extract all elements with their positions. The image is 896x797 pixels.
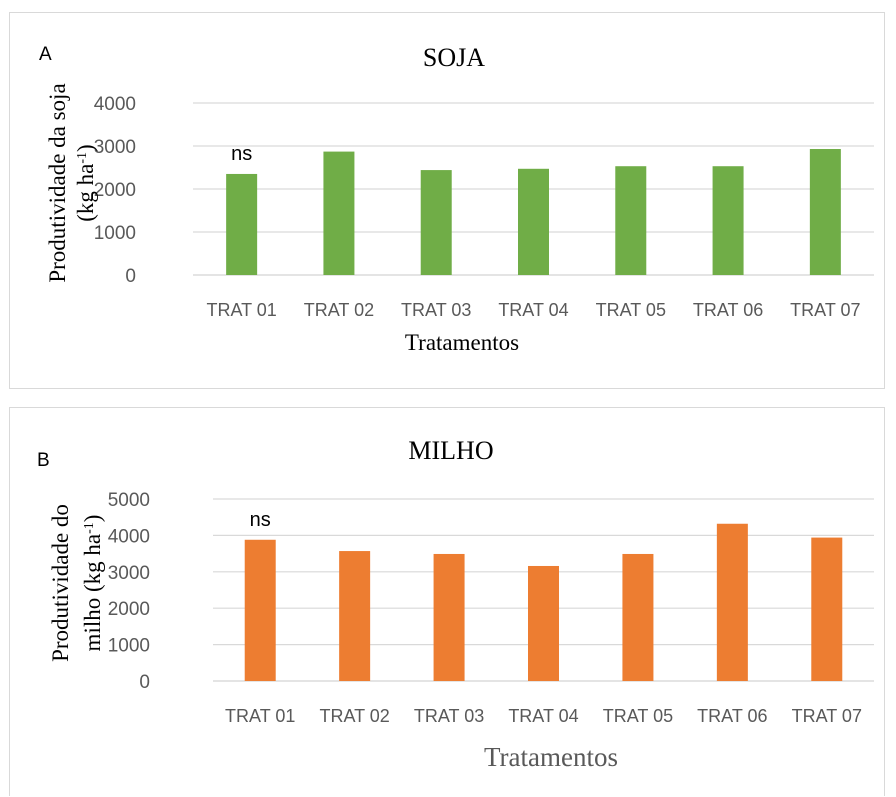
x-tick-label: TRAT 03 xyxy=(414,706,484,726)
x-tick-label: TRAT 01 xyxy=(206,300,276,320)
bar xyxy=(716,523,748,681)
y-tick-label: 3000 xyxy=(108,563,150,584)
x-tick-label: TRAT 03 xyxy=(401,300,471,320)
bar xyxy=(226,173,258,275)
y-tick-label: 1000 xyxy=(108,636,150,657)
y-tick-labels: 0 1000 2000 3000 4000 xyxy=(94,94,136,287)
bar xyxy=(339,551,371,681)
panel-label: A xyxy=(39,44,52,65)
chart-panel-milho: B MILHO 0 1000 2000 3000 4000 5000 TRAT 01 TRA… xyxy=(9,407,885,796)
x-tick-label: TRAT 04 xyxy=(508,706,578,726)
y-tick-labels: 0 1000 2000 3000 4000 5000 xyxy=(108,490,150,693)
x-tick-label: TRAT 07 xyxy=(790,300,860,320)
x-tick-label: TRAT 02 xyxy=(304,300,374,320)
chart-panel-soja: A SOJA 0 1000 2000 3000 4000 TRAT 01 TRAT 02 T… xyxy=(9,12,885,389)
x-tick-label: TRAT 01 xyxy=(225,706,295,726)
significance-annotation: ns xyxy=(231,143,252,165)
x-tick-label: TRAT 05 xyxy=(596,300,666,320)
panel-label: B xyxy=(37,450,50,471)
y-tick-label: 2000 xyxy=(94,180,136,201)
bar xyxy=(712,166,744,275)
x-tick-labels: TRAT 01 TRAT 02 TRAT 03 TRAT 04 TRAT 05 TRAT … xyxy=(206,300,860,320)
x-tick-label: TRAT 07 xyxy=(792,706,862,726)
chart-title: MILHO xyxy=(408,436,493,465)
y-tick-label: 0 xyxy=(125,266,136,287)
bar xyxy=(615,166,647,275)
y-tick-label: 4000 xyxy=(108,526,150,547)
bar xyxy=(433,553,465,681)
y-tick-label: 3000 xyxy=(94,137,136,158)
bars xyxy=(226,149,841,275)
y-tick-label: 5000 xyxy=(108,490,150,511)
y-axis-label: Produtividade da soja xyxy=(45,83,70,282)
x-tick-label: TRAT 02 xyxy=(319,706,389,726)
bar xyxy=(528,565,559,681)
y-axis-label-unit: milho (kg ha-1) xyxy=(80,515,105,652)
x-tick-label: TRAT 06 xyxy=(693,300,763,320)
y-tick-label: 1000 xyxy=(94,223,136,244)
y-axis-label-group: Produtividade da soja (kg ha-1) xyxy=(45,83,98,282)
y-axis-label: Produtividade do xyxy=(48,504,73,662)
bar xyxy=(323,151,355,275)
x-tick-labels: TRAT 01 TRAT 02 TRAT 03 TRAT 04 TRAT 05 TRAT … xyxy=(225,706,862,726)
y-axis-label-group: Produtividade do milho (kg ha-1) xyxy=(48,504,105,662)
y-tick-label: 2000 xyxy=(108,599,150,620)
x-axis-label: Tratamentos xyxy=(484,742,618,772)
bar xyxy=(811,537,843,681)
bar xyxy=(518,168,549,275)
bar xyxy=(244,539,276,681)
bar xyxy=(809,149,841,275)
y-axis-label-unit: (kg ha-1) xyxy=(73,144,98,221)
bars xyxy=(244,523,843,681)
x-tick-label: TRAT 06 xyxy=(697,706,767,726)
bar xyxy=(622,553,654,681)
x-axis-label: Tratamentos xyxy=(405,330,519,355)
chart-title: SOJA xyxy=(423,43,485,72)
y-tick-label: 0 xyxy=(139,672,150,693)
x-tick-label: TRAT 05 xyxy=(603,706,673,726)
bar xyxy=(420,170,452,275)
y-tick-label: 4000 xyxy=(94,94,136,115)
x-tick-label: TRAT 04 xyxy=(498,300,568,320)
significance-annotation: ns xyxy=(250,509,271,531)
